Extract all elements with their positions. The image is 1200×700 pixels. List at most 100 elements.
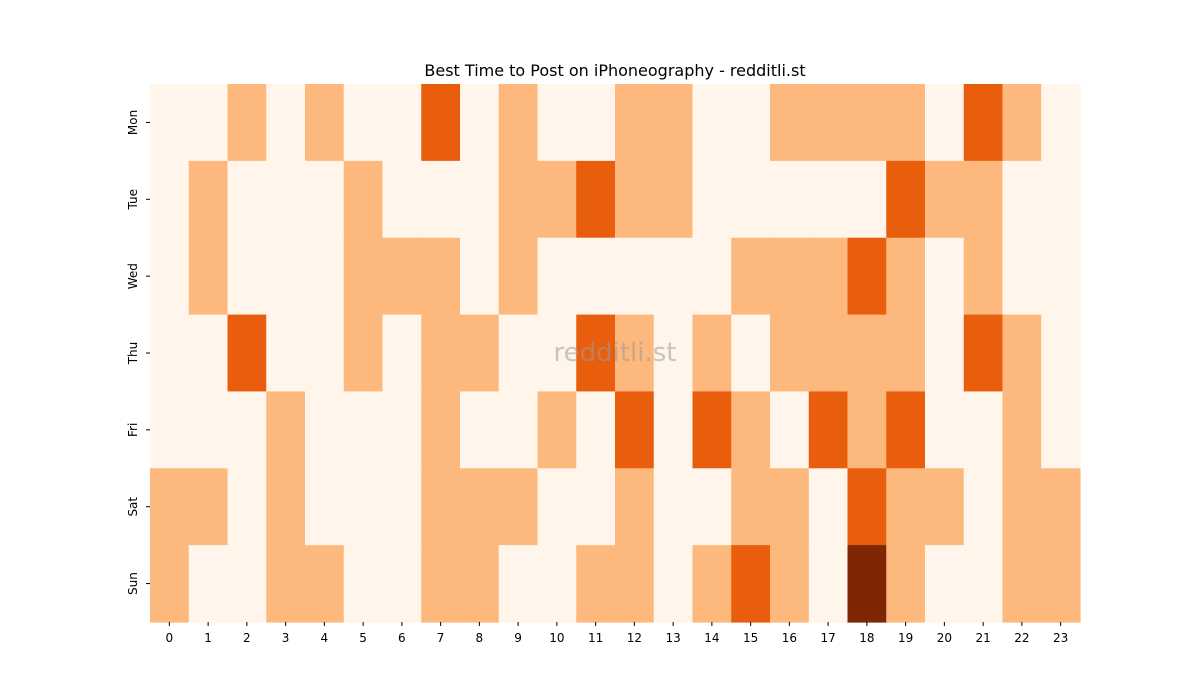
chart-title: Best Time to Post on iPhoneography - red… [424,61,805,80]
x-tick-label: 15 [743,631,758,645]
heatmap-cell-sat-15 [731,468,771,546]
heatmap-cell-thu-4 [305,314,345,393]
heatmap-cell-tue-8 [460,160,500,239]
heatmap-cell-mon-11 [576,84,616,162]
y-tick-label: Mon [126,110,140,135]
heatmap-cell-fri-4 [305,391,345,469]
heatmap-cell-mon-14 [692,84,732,162]
heatmap-cell-thu-20 [925,314,965,393]
heatmap-cell-sat-1 [188,468,229,546]
x-tick-label: 22 [1014,631,1029,645]
x-tick-label: 8 [476,631,484,645]
x-tick-label: 2 [243,631,251,645]
heatmap-cell-thu-7 [421,314,461,393]
heatmap-cell-tue-6 [382,160,422,239]
heatmap-cell-tue-9 [498,160,539,239]
heatmap-cell-sun-16 [770,545,810,623]
heatmap-cells [150,84,1081,623]
heatmap-cell-fri-15 [731,391,771,469]
heatmap-cell-tue-15 [731,160,771,239]
heatmap-cell-tue-12 [615,160,655,239]
y-tick-label: Thu [126,342,140,366]
heatmap-cell-sun-3 [266,545,306,623]
heatmap-cell-sun-19 [886,545,926,623]
heatmap-cell-wed-2 [227,237,267,316]
heatmap-cell-wed-19 [886,237,926,316]
heatmap-cell-sun-12 [615,545,655,623]
heatmap-cell-sat-7 [421,468,461,546]
heatmap-cell-mon-21 [963,84,1004,162]
heatmap-cell-fri-13 [653,391,694,469]
heatmap-cell-sat-18 [847,468,887,546]
y-axis: Mon Tue Wed Thu Fri Sat Sun [126,110,150,595]
heatmap-cell-sat-23 [1041,468,1081,546]
heatmap-cell-sat-11 [576,468,616,546]
heatmap-cell-tue-23 [1041,160,1081,239]
heatmap-cell-tue-17 [808,160,849,239]
heatmap-cell-fri-2 [227,391,267,469]
heatmap-cell-sat-21 [963,468,1004,546]
heatmap-cell-thu-16 [770,314,810,393]
heatmap-cell-thu-19 [886,314,926,393]
heatmap-cell-sun-5 [343,545,384,623]
heatmap-cell-wed-1 [188,237,229,316]
heatmap-cell-sat-16 [770,468,810,546]
heatmap-cell-mon-8 [460,84,500,162]
x-tick-label: 1 [204,631,212,645]
heatmap-cell-mon-5 [343,84,384,162]
x-tick-label: 9 [514,631,522,645]
heatmap-cell-mon-7 [421,84,461,162]
x-tick-label: 18 [859,631,874,645]
heatmap-cell-sun-23 [1041,545,1081,623]
heatmap-cell-thu-14 [692,314,732,393]
heatmap-cell-tue-5 [343,160,384,239]
heatmap-cell-sun-11 [576,545,616,623]
heatmap-cell-fri-16 [770,391,810,469]
heatmap-cell-tue-19 [886,160,926,239]
heatmap-cell-mon-0 [150,84,190,162]
heatmap-cell-tue-0 [150,160,190,239]
heatmap-cell-thu-6 [382,314,422,393]
heatmap-cell-fri-11 [576,391,616,469]
heatmap-cell-sun-6 [382,545,422,623]
heatmap-cell-wed-23 [1041,237,1081,316]
heatmap-cell-sun-8 [460,545,500,623]
heatmap-cell-thu-12 [615,314,655,393]
heatmap-cell-fri-23 [1041,391,1081,469]
heatmap-cell-sun-14 [692,545,732,623]
heatmap-cell-sat-4 [305,468,345,546]
heatmap-cell-sun-20 [925,545,965,623]
heatmap-cell-fri-3 [266,391,306,469]
x-tick-label: 0 [166,631,174,645]
heatmap-cell-sun-21 [963,545,1004,623]
x-tick-label: 21 [975,631,990,645]
heatmap-cell-mon-16 [770,84,810,162]
heatmap-cell-fri-20 [925,391,965,469]
heatmap-cell-mon-4 [305,84,345,162]
heatmap-cell-sun-9 [498,545,539,623]
x-tick-label: 12 [627,631,642,645]
heatmap-cell-sat-19 [886,468,926,546]
heatmap-cell-tue-21 [963,160,1004,239]
heatmap-cell-sun-18 [847,545,887,623]
heatmap-cell-fri-7 [421,391,461,469]
heatmap-cell-tue-14 [692,160,732,239]
heatmap-cell-wed-20 [925,237,965,316]
heatmap-cell-tue-4 [305,160,345,239]
heatmap-cell-thu-2 [227,314,267,393]
y-tick-label: Sat [126,497,140,517]
heatmap-cell-mon-3 [266,84,306,162]
heatmap-cell-tue-20 [925,160,965,239]
heatmap-cell-sun-4 [305,545,345,623]
heatmap-cell-sat-20 [925,468,965,546]
heatmap-cell-wed-17 [808,237,849,316]
x-tick-label: 3 [282,631,290,645]
heatmap-cell-fri-14 [692,391,732,469]
heatmap-cell-fri-1 [188,391,229,469]
heatmap-cell-sun-2 [227,545,267,623]
heatmap-cell-sun-15 [731,545,771,623]
y-tick-label: Wed [126,263,140,289]
heatmap-cell-wed-11 [576,237,616,316]
heatmap-cell-sat-6 [382,468,422,546]
heatmap-cell-mon-13 [653,84,694,162]
